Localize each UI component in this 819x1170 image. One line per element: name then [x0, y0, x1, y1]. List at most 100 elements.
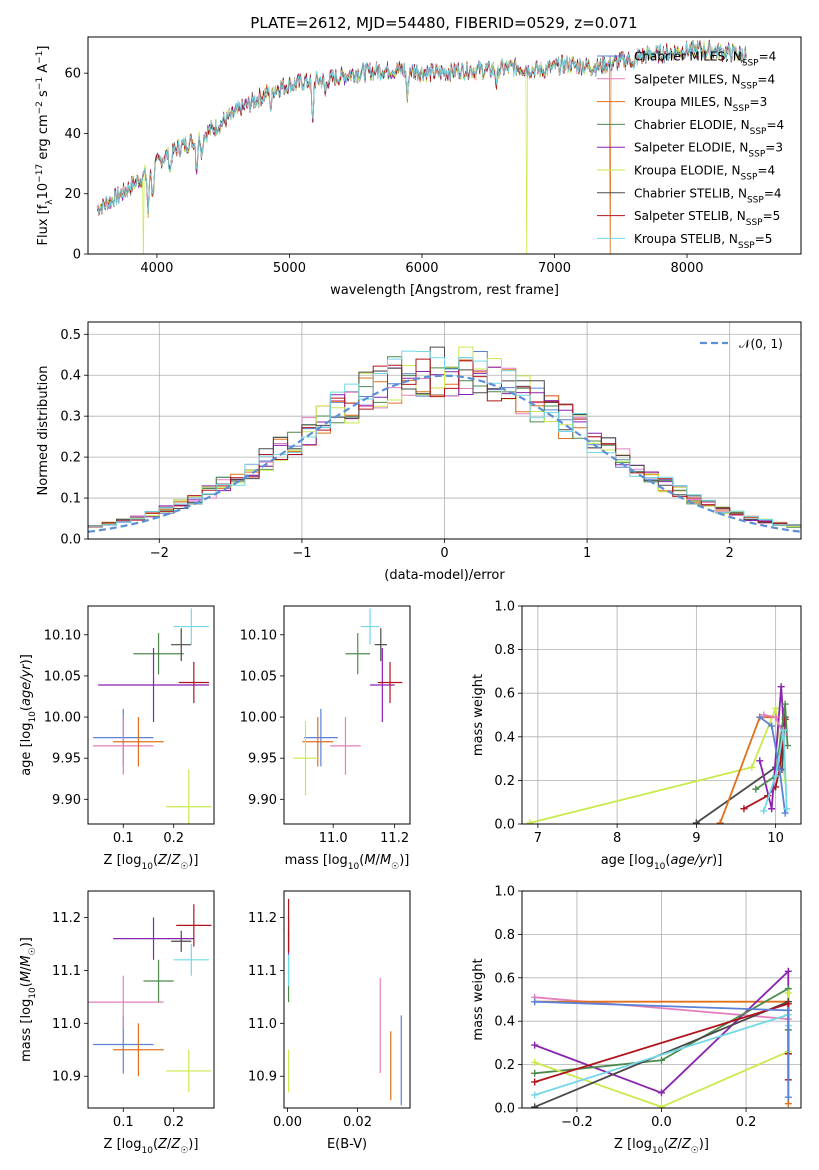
y-tick-label: 9.90 [52, 793, 81, 808]
line-chabrier-elodie [755, 703, 789, 790]
errorbar-salpeter-stelib [377, 661, 403, 704]
marker-salpeter-stelib [740, 805, 748, 813]
age-vs-mass-panel: 11.0 11.2 9.90 9.95 10.00 10.05 10.10 mass [log… [240, 605, 411, 872]
legend-label-chabrier-stelib-part: SSP [747, 195, 764, 205]
y-tick-label: 0 [73, 248, 81, 263]
y-axis-label-part: age [log [19, 723, 34, 776]
y-axis-label-part: 10 [36, 183, 51, 200]
errorbar-kroupa-miles [113, 1023, 164, 1077]
x-tick-label: 0.2 [163, 831, 184, 846]
tick-marks: 0.1 0.2 10.9 11.0 11.1 11.2 [52, 911, 184, 1130]
y-tick-label: 11.2 [52, 911, 81, 926]
x-axis-label-part: )] [188, 853, 198, 868]
x-tick-label: −1 [292, 546, 311, 561]
marker-salpeter-elodie [658, 1089, 665, 1097]
legend-label-salpeter-stelib-part: =5 [763, 209, 781, 223]
x-axis-label: Z [log10(Z/Z☉)] [104, 1137, 199, 1156]
x-axis-label-part: 10 [652, 1146, 664, 1156]
legend-label-chabrier-stelib: Chabrier STELIB, NSSP=4 [634, 186, 782, 205]
mass-weight-vs-Z-panel: −0.2 0.0 0.20.00.20.40.60.81.0Z [log10(Z/Z… [471, 885, 802, 1156]
y-tick-label: 1.0 [494, 600, 515, 615]
axes-frame [87, 890, 215, 1109]
legend-label-kroupa-stelib-part: =5 [755, 232, 773, 246]
marker-chabrier-elodie [781, 700, 789, 708]
legend-label-chabrier-miles-part: Chabrier MILES, N [634, 50, 742, 64]
marker-kroupa-miles [784, 1100, 792, 1108]
x-axis-label-part: ☉ [691, 1146, 699, 1156]
legend-label-chabrier-elodie-part: =4 [766, 118, 784, 132]
y-tick-label: 10.00 [44, 711, 81, 726]
plot-area [96, 39, 747, 254]
errorbar-chabrier-elodie [133, 633, 184, 675]
legend-label-salpeter-miles: Salpeter MILES, NSSP=4 [634, 72, 775, 91]
y-tick-label: 40 [64, 127, 81, 142]
y-tick-label: 10.9 [52, 1070, 81, 1085]
y-axis-label-part: −2 [35, 101, 45, 114]
y-axis-label-part: ( [19, 982, 34, 987]
x-axis-label-part: 10 [141, 1146, 153, 1156]
tick-marks: 4000 5000 6000 7000 8000 0 20 40 60 [64, 67, 703, 276]
marker-salpeter-stelib [531, 1078, 539, 1086]
marker-kroupa-stelib [780, 726, 788, 734]
x-tick-label: 0.0 [651, 1115, 672, 1130]
x-axis-label-part: Z [157, 853, 168, 868]
x-axis-label-part: / [167, 1137, 172, 1152]
x-axis-label-part: 10 [141, 862, 153, 872]
tick-marks: 0.1 0.2 9.90 9.95 10.00 10.05 10.10 [44, 628, 184, 846]
y-axis-label-part: 10 [28, 711, 38, 723]
marker-kroupa-stelib [772, 772, 780, 780]
y-tick-label: 0.4 [60, 369, 81, 384]
marker-kroupa-elodie [526, 819, 534, 824]
legend-label-salpeter-stelib-part: SSP [746, 218, 763, 228]
x-tick-label: 2 [726, 546, 734, 561]
marker-chabrier-elodie [531, 1069, 539, 1077]
y-tick-label: 11.0 [248, 1017, 277, 1032]
marker-salpeter-elodie [531, 1041, 539, 1049]
y-axis-label-part: / [19, 966, 34, 971]
x-tick-label: −0.2 [561, 1115, 593, 1130]
x-axis-label-part: ( [359, 853, 364, 868]
errorbar-kroupa-elodie [293, 721, 318, 796]
errorbar-chabrier-elodie [345, 633, 371, 675]
legend: 𝒩(0, 1) [700, 337, 783, 351]
spectrum-panel: 4000 5000 6000 7000 8000 0 20 40 60 wavelength [A… [35, 36, 802, 298]
legend-label-salpeter-stelib: Salpeter STELIB, NSSP=5 [634, 209, 780, 228]
axes-frame [283, 890, 411, 1109]
y-tick-label: 0.8 [494, 928, 515, 943]
errorbar-salpeter-elodie [113, 917, 194, 960]
x-tick-label: 0.1 [113, 831, 134, 846]
x-axis-label-part: ☉ [391, 862, 399, 872]
y-axis-label-part: λ [45, 199, 55, 205]
legend-label-chabrier-miles: Chabrier MILES, NSSP=4 [634, 50, 776, 69]
y-axis-label-part: M [19, 955, 34, 966]
marker-kroupa-stelib [783, 805, 791, 813]
normal-reference-curve [88, 374, 801, 533]
tick-marks: 11.0 11.2 9.90 9.95 10.00 10.05 10.10 [240, 628, 409, 846]
plot-area [287, 898, 402, 1106]
legend-label-salpeter-stelib-part: Salpeter STELIB, N [634, 209, 746, 223]
series-chabrier-miles [531, 998, 792, 1101]
y-axis-label-part: −1 [35, 77, 45, 90]
marker-salpeter-miles [772, 713, 780, 721]
y-axis-label-part: −1 [35, 51, 45, 64]
legend-label-salpeter-elodie: Salpeter ELODIE, NSSP=3 [634, 141, 783, 160]
marker-kroupa-elodie [784, 989, 792, 997]
x-axis-label-part: ☉ [180, 1146, 188, 1156]
legend-label-chabrier-elodie-part: Chabrier ELODIE, N [634, 118, 750, 132]
y-axis-label: Normed distribution [36, 366, 51, 496]
errorbar-kroupa-elodie [166, 1049, 212, 1093]
tick-marks: −0.2 0.0 0.2 0.0 0.2 0.4 0.6 0.8 1.0 [494, 885, 756, 1131]
legend-label-chabrier-miles-part: SSP [742, 59, 759, 69]
marker-chabrier-miles [756, 713, 764, 721]
errorbar-kroupa-elodie [166, 769, 212, 824]
legend-label-chabrier-miles-part: =4 [759, 50, 777, 64]
x-axis-label: E(B-V) [327, 1137, 367, 1152]
y-tick-label: 0.2 [494, 774, 515, 789]
y-tick-label: 10.10 [44, 628, 81, 643]
y-axis-label-part: A [36, 64, 51, 77]
marker-salpeter-elodie [756, 757, 764, 765]
legend-label-kroupa-elodie-part: SSP [741, 173, 758, 183]
marker-chabrier-miles [784, 1093, 792, 1101]
axes-frame [283, 605, 411, 825]
errorbar-salpeter-miles [93, 717, 154, 775]
